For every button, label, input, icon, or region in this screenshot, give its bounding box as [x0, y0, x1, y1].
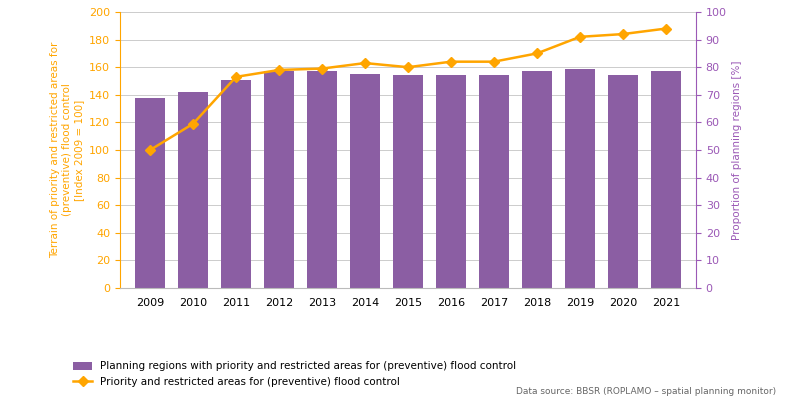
- Y-axis label: Terrain of priority and restricted areas for
(preventive) flood control
[Index 2: Terrain of priority and restricted areas…: [50, 42, 83, 258]
- Bar: [393, 76, 423, 288]
- Text: Data source: BBSR (ROPLAMO – spatial planning monitor): Data source: BBSR (ROPLAMO – spatial pla…: [516, 387, 776, 396]
- Bar: [436, 76, 466, 288]
- Bar: [651, 71, 681, 288]
- Bar: [479, 76, 509, 288]
- Bar: [135, 98, 165, 288]
- Bar: [221, 80, 251, 288]
- Y-axis label: Proportion of planning regions [%]: Proportion of planning regions [%]: [732, 60, 742, 240]
- Legend: Planning regions with priority and restricted areas for (preventive) flood contr: Planning regions with priority and restr…: [70, 357, 521, 391]
- Bar: [522, 71, 552, 288]
- Bar: [178, 92, 208, 288]
- Bar: [264, 71, 294, 288]
- Bar: [307, 71, 337, 288]
- Bar: [565, 68, 595, 288]
- Bar: [350, 74, 380, 288]
- Bar: [608, 76, 638, 288]
